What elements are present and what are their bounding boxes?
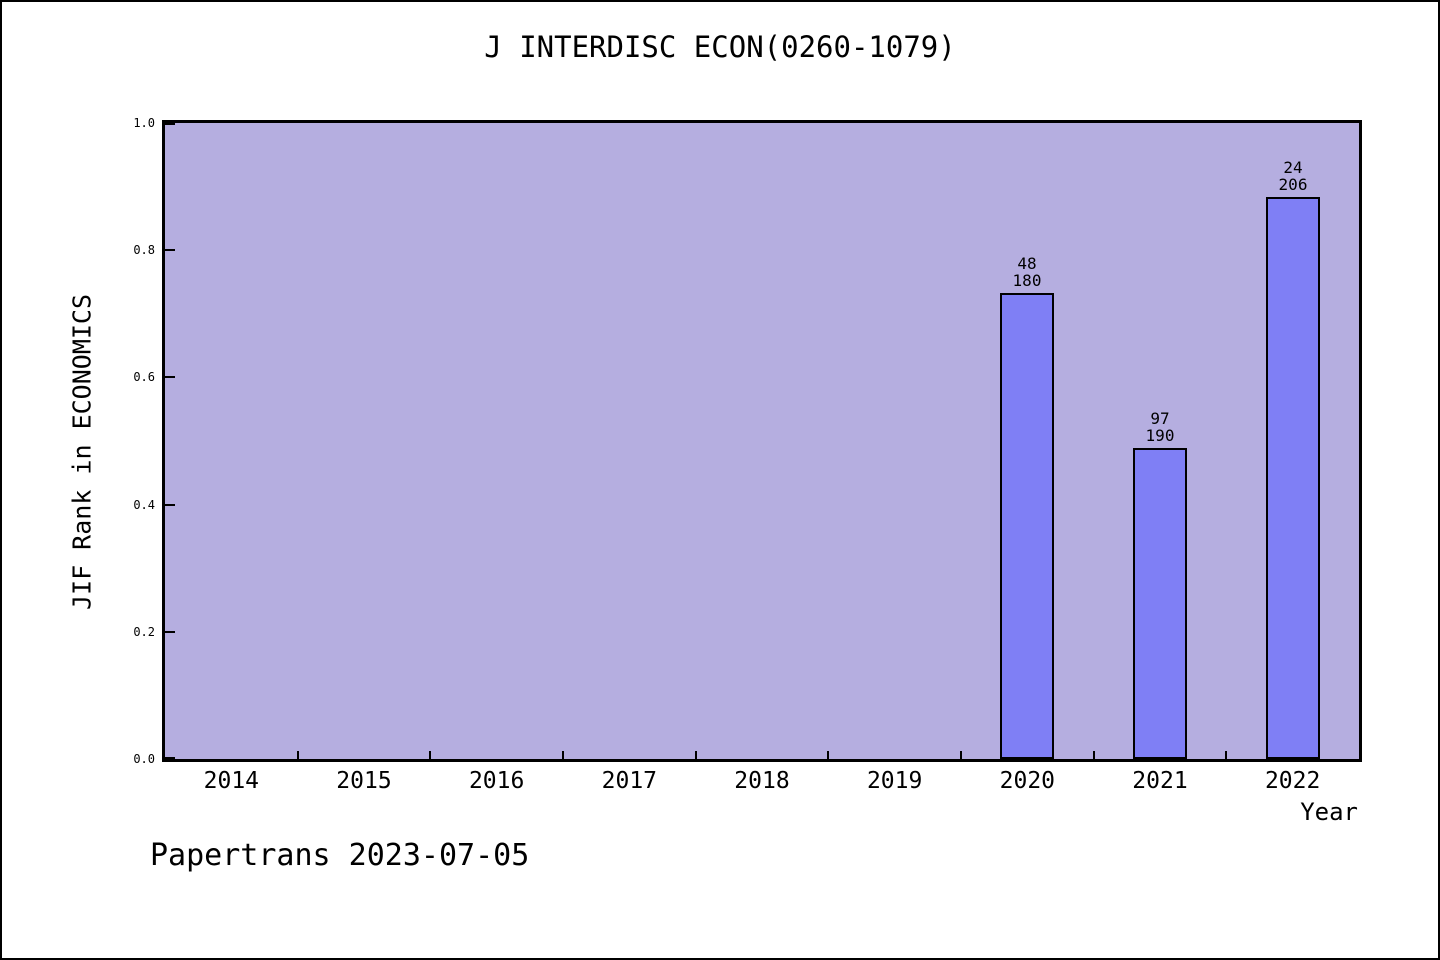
x-tick-label: 2020 (999, 768, 1056, 794)
x-tick-label: 2022 (1264, 768, 1321, 794)
y-tick-label: 0.0 (133, 752, 155, 766)
x-tick-mark (1225, 751, 1228, 759)
x-tick-mark (827, 751, 830, 759)
bar-2020 (1000, 293, 1054, 759)
x-tick-mark (694, 751, 697, 759)
x-tick-label: 2017 (601, 768, 658, 794)
y-tick-mark (165, 249, 175, 252)
y-tick-mark (165, 376, 175, 379)
y-tick-label: 0.4 (133, 497, 155, 512)
chart-title: J INTERDISC ECON(0260-1079) (484, 30, 956, 64)
y-axis-title: JIF Rank in ECONOMICS (67, 293, 97, 611)
x-tick-label: 2021 (1132, 768, 1188, 794)
x-tick-label: 2014 (203, 768, 260, 794)
y-tick-label: 0.8 (133, 243, 155, 258)
x-tick-label: 2019 (866, 768, 923, 794)
x-tick-mark (562, 751, 564, 759)
y-tick-label: 0.6 (133, 370, 155, 385)
x-tick-label: 2015 (336, 768, 392, 794)
y-tick-mark (165, 757, 175, 759)
x-tick-mark (1092, 751, 1095, 759)
bar-2022 (1266, 197, 1320, 759)
bar-2021 (1133, 448, 1187, 759)
y-tick-label: 0.2 (133, 624, 155, 639)
y-tick-mark (165, 123, 175, 125)
watermark-text: Papertrans 2023-07-05 (150, 838, 530, 873)
y-tick-mark (165, 630, 175, 633)
bar-value-label-2020: 48 180 (1012, 254, 1042, 290)
y-tick-mark (165, 503, 175, 506)
x-tick-mark (960, 751, 962, 759)
x-axis-title: Year (1300, 798, 1358, 826)
x-tick-mark (296, 751, 299, 759)
y-tick-label: 1.0 (133, 116, 155, 130)
x-tick-mark (429, 751, 432, 759)
x-tick-label: 2016 (468, 768, 525, 794)
bar-value-label-2022: 24 206 (1278, 158, 1308, 194)
x-tick-label: 2018 (734, 768, 790, 794)
bar-value-label-2021: 97 190 (1145, 409, 1175, 445)
plot-area: 48 180 97 190 24 206 (162, 120, 1362, 762)
